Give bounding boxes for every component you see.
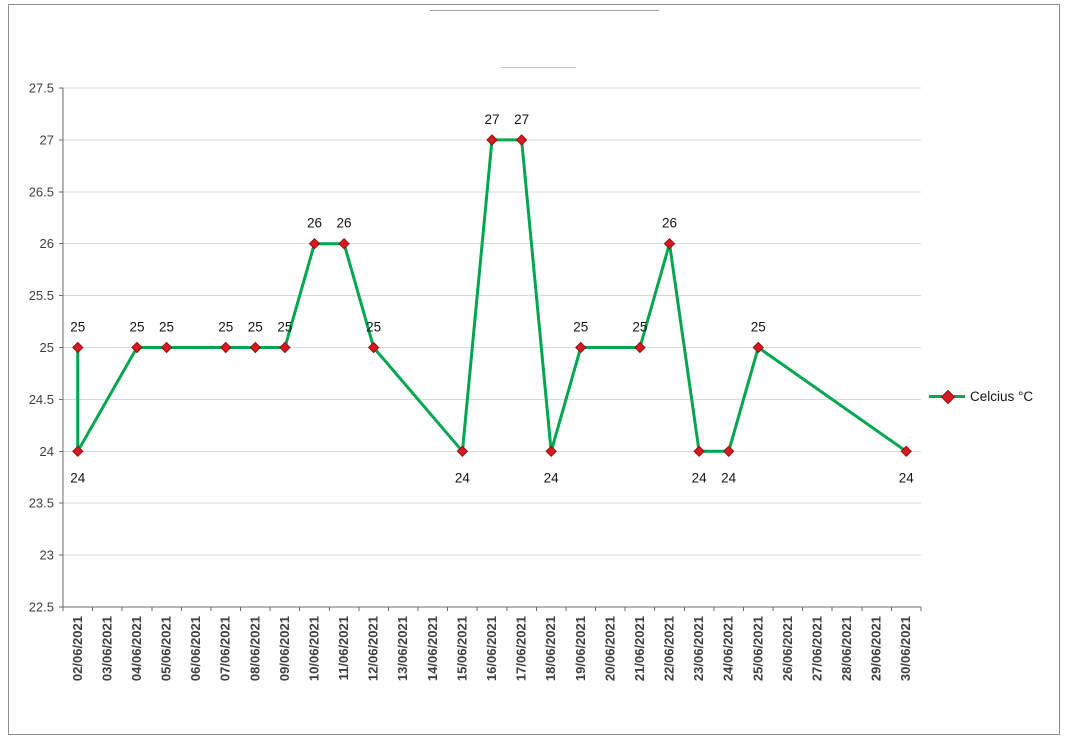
x-axis-label: 04/06/2021 <box>129 616 144 681</box>
subtitle-underline <box>501 67 576 68</box>
data-label: 25 <box>218 320 233 335</box>
x-axis-label: 26/06/2021 <box>780 616 795 681</box>
x-axis-label: 22/06/2021 <box>662 616 677 681</box>
y-axis-label: 22.5 <box>29 600 54 615</box>
data-label: 24 <box>455 470 471 485</box>
data-point-marker <box>693 445 705 458</box>
x-axis-label: 05/06/2021 <box>159 616 174 681</box>
data-label: 25 <box>632 320 647 335</box>
data-point-marker <box>900 445 912 458</box>
data-point-marker <box>308 237 321 250</box>
x-axis-label: 11/06/2021 <box>336 616 351 680</box>
data-label: 26 <box>662 216 677 231</box>
data-point-marker <box>249 341 262 354</box>
x-axis-label: 16/06/2021 <box>484 616 499 681</box>
x-axis-label: 18/06/2021 <box>543 616 558 681</box>
data-label: 27 <box>514 112 529 127</box>
data-label: 25 <box>129 320 144 335</box>
title-underline <box>430 10 659 11</box>
data-point-marker <box>515 134 528 146</box>
x-axis-label: 24/06/2021 <box>721 616 736 681</box>
x-axis-label: 15/06/2021 <box>454 616 469 681</box>
x-axis-label: 13/06/2021 <box>395 616 410 681</box>
data-point-marker <box>545 445 557 458</box>
data-label: 25 <box>366 320 381 335</box>
x-axis-label: 14/06/2021 <box>425 616 440 681</box>
data-point-marker <box>72 445 84 458</box>
x-axis-label: 20/06/2021 <box>602 616 617 681</box>
x-axis-label: 19/06/2021 <box>573 616 588 681</box>
legend-diamond-icon <box>940 389 956 405</box>
y-axis-label: 23 <box>40 548 54 563</box>
x-axis-label: 29/06/2021 <box>869 616 884 681</box>
x-axis-label: 28/06/2021 <box>839 616 854 681</box>
y-axis-label: 26.5 <box>29 184 54 199</box>
x-axis-label: 25/06/2021 <box>750 616 765 681</box>
data-point-marker <box>575 341 587 354</box>
data-point-marker <box>72 341 84 354</box>
data-point-marker <box>131 341 143 354</box>
data-point-marker <box>634 341 646 354</box>
y-axis-label: 26 <box>40 236 54 251</box>
data-label: 25 <box>159 320 174 335</box>
y-axis-label: 23.5 <box>29 496 54 511</box>
x-axis-label: 10/06/2021 <box>306 616 321 681</box>
data-label: 25 <box>573 320 588 335</box>
data-label: 24 <box>899 470 915 485</box>
data-label: 26 <box>307 216 322 231</box>
y-axis-label: 25 <box>40 340 54 355</box>
data-label: 24 <box>721 470 737 485</box>
data-point-marker <box>663 237 676 250</box>
data-label: 25 <box>248 320 263 335</box>
y-axis-label: 25.5 <box>29 288 54 303</box>
data-label: 25 <box>277 320 292 335</box>
data-point-marker <box>722 445 735 458</box>
data-point-marker <box>220 341 232 354</box>
data-point-marker <box>279 341 291 354</box>
x-axis-label: 06/06/2021 <box>188 616 203 681</box>
data-point-marker <box>367 341 380 354</box>
legend-label: Celcius °C <box>970 389 1034 404</box>
x-axis-label: 21/06/2021 <box>632 616 647 681</box>
y-axis-label: 24 <box>40 444 54 459</box>
data-label: 24 <box>692 470 708 485</box>
x-axis-label: 03/06/2021 <box>99 616 114 681</box>
x-axis-label: 30/06/2021 <box>898 616 913 681</box>
legend-marker <box>929 389 965 405</box>
data-point-marker <box>456 445 469 458</box>
x-axis-label: 08/06/2021 <box>247 616 262 681</box>
data-point-marker <box>160 341 173 354</box>
x-axis-label: 12/06/2021 <box>366 616 381 681</box>
data-label: 27 <box>484 112 499 127</box>
data-label: 26 <box>337 216 352 231</box>
x-axis-label: 17/06/2021 <box>514 616 529 681</box>
x-axis-label: 07/06/2021 <box>218 616 233 681</box>
y-axis-label: 27.5 <box>29 81 54 96</box>
x-axis-label: 27/06/2021 <box>809 616 824 681</box>
y-axis-label: 24.5 <box>29 392 54 407</box>
x-axis-label: 23/06/2021 <box>691 616 706 681</box>
data-point-marker <box>486 134 498 146</box>
data-label: 24 <box>544 470 560 485</box>
x-axis-label: 09/06/2021 <box>277 616 292 681</box>
data-label: 25 <box>751 320 766 335</box>
legend: Celcius °C <box>929 389 1034 405</box>
data-point-marker <box>338 237 350 250</box>
data-label: 25 <box>70 320 85 335</box>
data-point-marker <box>752 341 764 354</box>
y-axis-label: 27 <box>40 132 54 147</box>
x-axis-label: 02/06/2021 <box>70 616 85 681</box>
data-label: 24 <box>70 470 86 485</box>
